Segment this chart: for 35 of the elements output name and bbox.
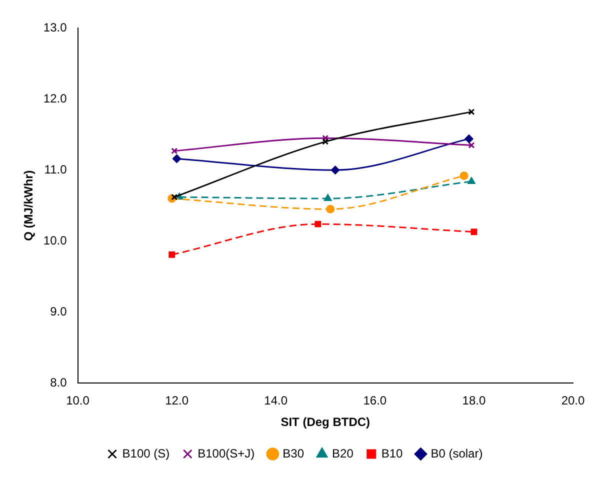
y-tick-label: 12.0: [43, 91, 68, 106]
point: [464, 134, 474, 144]
x-tick-label: 18.0: [462, 394, 486, 408]
x-tick-label: 14.0: [264, 394, 288, 408]
legend-label: B30: [282, 446, 304, 460]
x-tick-label: 16.0: [363, 394, 387, 408]
point: [322, 134, 329, 142]
y-tick-label: 13.0: [43, 20, 68, 34]
point: [314, 220, 322, 228]
legend-label: B0 (solar): [430, 446, 483, 460]
point: [322, 138, 329, 145]
point: [324, 194, 332, 201]
point: [171, 148, 178, 154]
x-tick-label: 10.0: [66, 394, 90, 408]
point: [331, 166, 340, 174]
point: [470, 228, 478, 236]
y-tick-label: 11.0: [44, 162, 68, 176]
legend-label: B100 (S): [122, 446, 170, 460]
point: [468, 142, 475, 148]
y-tick-label: 10.0: [43, 233, 68, 248]
point: [326, 204, 335, 214]
y-tick-label: 8.0: [50, 376, 68, 390]
point: [460, 172, 468, 180]
x-tick-label: 12.0: [165, 394, 189, 408]
x-axis-title: SIT (Deg BTDC): [280, 415, 370, 430]
x-tick-label: 20.0: [561, 394, 585, 408]
legend-label: B100(S+J): [198, 446, 255, 460]
point: [168, 251, 176, 258]
y-tick-label: 9.0: [50, 304, 68, 318]
y-axis-title: Q (MJ/kWhr): [22, 170, 36, 241]
point: [468, 177, 476, 184]
point: [172, 154, 182, 163]
point: [171, 194, 178, 200]
legend-label: B20: [332, 446, 354, 460]
legend-label: B10: [381, 446, 404, 460]
